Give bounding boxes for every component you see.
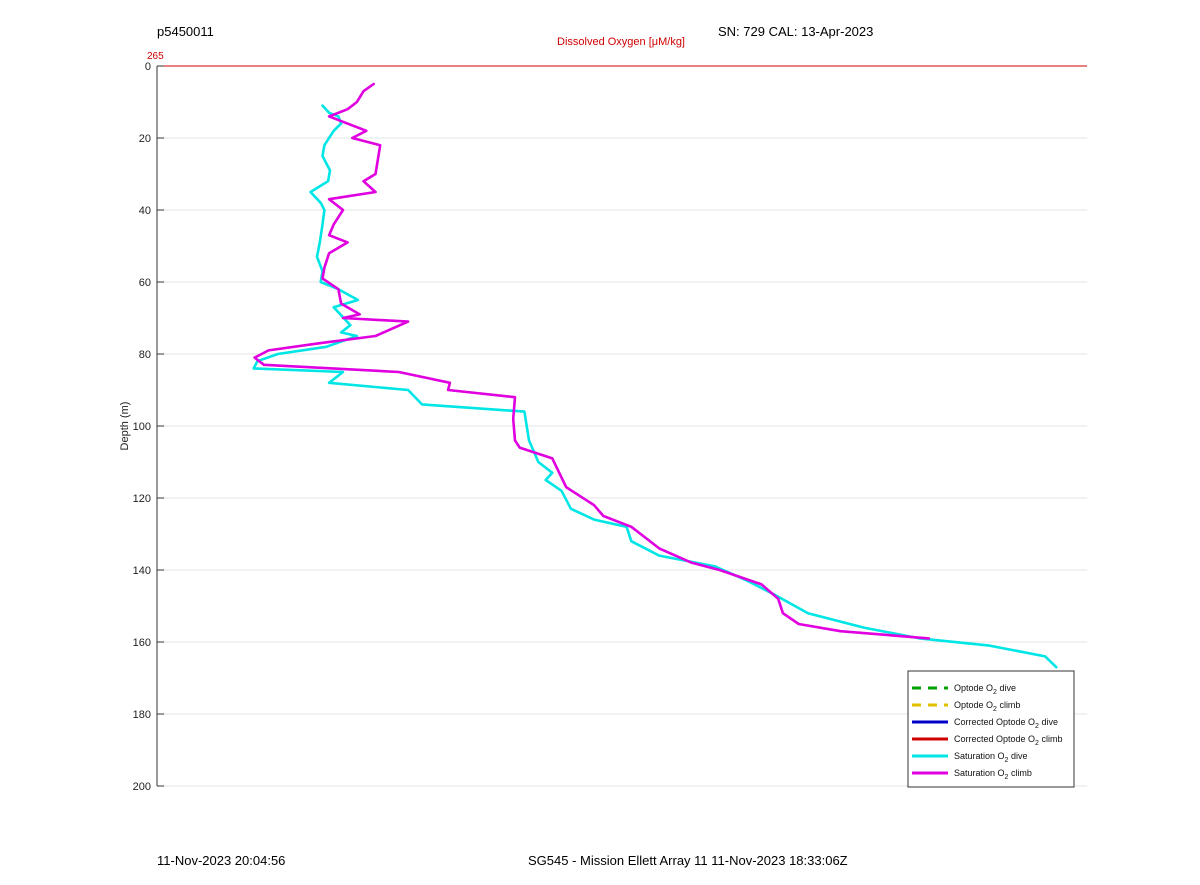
legend-label-1: Optode O2 climb (954, 700, 1020, 713)
legend-label-2: Corrected Optode O2 dive (954, 717, 1058, 730)
y-axis-label: Depth (m) (119, 402, 131, 451)
y-tick-label-200: 200 (133, 781, 151, 793)
y-tick-label-140: 140 (133, 565, 151, 577)
mission-caption: SG545 - Mission Ellett Array 11 11-Nov-2… (528, 853, 848, 868)
legend-label-0: Optode O2 dive (954, 683, 1016, 696)
top-axis-tick-label: 265 (147, 51, 164, 62)
series-line-5 (253, 82, 931, 640)
y-tick-label-60: 60 (139, 277, 151, 289)
profile-id: p5450011 (157, 24, 214, 39)
y-tick-label-100: 100 (133, 421, 151, 433)
y-tick-label-20: 20 (139, 133, 151, 145)
y-tick-label-180: 180 (133, 709, 151, 721)
sensor-calibration-info: SN: 729 CAL: 13-Apr-2023 (718, 24, 874, 39)
generated-timestamp: 11-Nov-2023 20:04:56 (157, 853, 286, 868)
legend-label-5: Saturation O2 climb (954, 768, 1032, 781)
y-tick-label-80: 80 (139, 349, 151, 361)
legend: Optode O2 dive Optode O2 climb Corrected O… (907, 670, 1075, 788)
y-tick-label-160: 160 (133, 637, 151, 649)
y-tick-label-0: 0 (145, 61, 151, 73)
axes: 265 Dissolved Oxygen [μM/kg] Depth (m) 0… (119, 36, 1087, 793)
y-tick-label-120: 120 (133, 493, 151, 505)
legend-box (907, 670, 1075, 788)
legend-label-4: Saturation O2 dive (954, 751, 1027, 764)
y-tick-label-40: 40 (139, 205, 151, 217)
series-lines (252, 82, 1058, 669)
chart-title: Dissolved Oxygen [μM/kg] (557, 36, 685, 48)
